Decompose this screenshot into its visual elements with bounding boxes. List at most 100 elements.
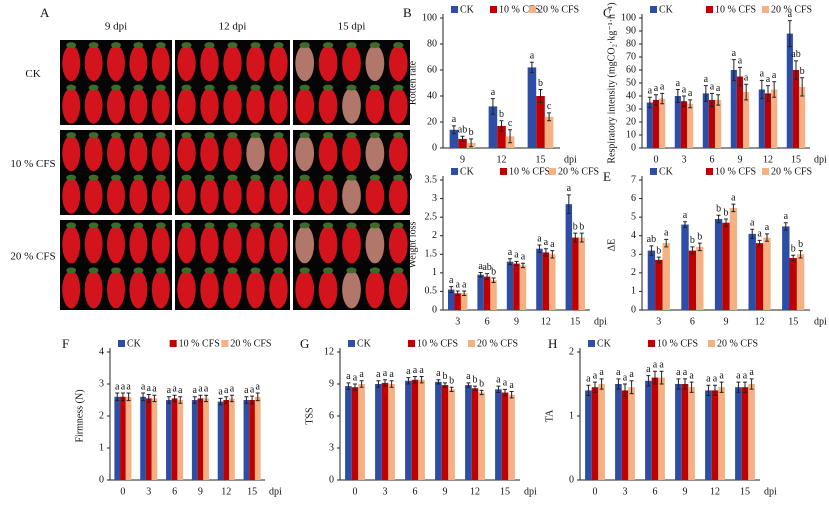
bar — [435, 381, 442, 480]
significance-letter: a — [466, 371, 471, 382]
strawberry — [295, 135, 315, 172]
significance-letter: a — [659, 359, 664, 370]
strawberry — [129, 177, 148, 214]
strawberry-calyx — [322, 267, 334, 274]
legend-swatch — [588, 340, 595, 347]
significance-letter: a — [521, 251, 526, 262]
strawberry-calyx — [250, 42, 261, 49]
error-bar — [547, 112, 552, 122]
bar — [662, 243, 670, 310]
significance-letter: a — [706, 374, 711, 385]
panel-label: B — [403, 5, 412, 20]
strawberry — [223, 225, 242, 264]
significance-letter: a — [383, 368, 388, 379]
strawberry — [342, 87, 361, 124]
y-tick-label: 2 — [631, 267, 636, 278]
error-bar — [466, 382, 471, 388]
x-tick-label: 15 — [536, 154, 546, 165]
error-bar — [419, 376, 424, 384]
strawberry-calyx — [204, 132, 215, 139]
y-tick-label: 80 — [427, 38, 437, 49]
x-tick-label: 0 — [120, 486, 125, 497]
significance-letter: a — [646, 364, 651, 375]
y-tick-label: 1 — [631, 286, 636, 297]
error-bar — [683, 221, 688, 228]
bar — [388, 384, 395, 480]
y-axis-label: ΔE — [606, 239, 617, 252]
significance-letter: a — [713, 374, 718, 385]
bar — [598, 384, 605, 480]
y-axis-label: Weight loss — [407, 222, 418, 269]
significance-letter: a — [449, 275, 454, 286]
bar — [792, 70, 800, 148]
error-bar — [757, 239, 762, 247]
strawberry-calyx — [299, 132, 310, 139]
strawberry-calyx — [204, 174, 215, 181]
bar — [536, 248, 543, 310]
legend-swatch — [468, 340, 475, 347]
error-bar — [710, 92, 714, 107]
bar — [688, 250, 697, 310]
strawberry-calyx — [346, 84, 357, 91]
bar — [645, 380, 652, 480]
strawberry-calyx — [393, 174, 404, 181]
significance-letter: a — [629, 369, 634, 380]
strawberry-calyx — [322, 84, 334, 91]
strawberry-calyx — [322, 174, 334, 181]
error-bar — [759, 79, 764, 100]
significance-letter: a — [772, 70, 777, 81]
error-bar — [455, 290, 460, 297]
strawberry — [269, 177, 288, 214]
error-bar — [738, 66, 742, 87]
strawberry — [151, 225, 170, 264]
x-tick-label: 6 — [485, 316, 490, 327]
y-tick-label: 20 — [427, 116, 437, 127]
error-bar — [750, 228, 755, 239]
x-tick-label: 15 — [570, 316, 580, 327]
error-bar — [485, 273, 490, 281]
error-bar — [579, 232, 584, 243]
error-bar — [706, 384, 711, 397]
bar — [659, 98, 666, 148]
strawberry — [365, 135, 385, 172]
significance-letter: a — [537, 233, 542, 244]
error-bar — [353, 383, 357, 391]
y-tick-label: 2 — [99, 410, 104, 421]
y-tick-label: 0 — [432, 142, 437, 153]
y-tick-label: 90 — [626, 25, 636, 36]
significance-letter: a — [244, 385, 249, 396]
x-tick-label: 3 — [383, 486, 388, 497]
error-bar — [359, 380, 364, 388]
strawberry — [129, 87, 148, 124]
bar — [203, 398, 209, 480]
bar — [572, 237, 579, 310]
strawberry — [342, 225, 361, 264]
bar — [418, 379, 425, 480]
bar — [655, 259, 663, 310]
significance-letter: a — [784, 211, 789, 222]
bar — [145, 398, 152, 480]
bar — [217, 401, 224, 480]
significance-letter: b — [491, 266, 496, 277]
legend-swatch — [408, 340, 415, 347]
bar — [527, 67, 537, 148]
strawberry-calyx — [346, 267, 357, 274]
bar — [730, 70, 737, 148]
significance-letter: b — [479, 379, 484, 390]
strawberry-calyx — [111, 42, 121, 49]
strawberry — [151, 135, 170, 172]
strawberry — [388, 225, 408, 264]
strawberry-calyx — [250, 222, 261, 229]
column-label: 9 dpi — [105, 21, 127, 33]
x-tick-label: 15 — [740, 486, 750, 497]
error-bar — [690, 246, 695, 255]
significance-letter: a — [676, 78, 681, 89]
legend-label: CK — [460, 4, 475, 15]
strawberry-calyx — [181, 267, 192, 274]
error-bar — [499, 120, 504, 132]
significance-letter: a — [436, 368, 441, 379]
error-bar — [794, 60, 798, 80]
significance-letter: a — [716, 83, 721, 94]
strawberry-calyx — [111, 84, 121, 91]
error-bar — [623, 383, 627, 398]
